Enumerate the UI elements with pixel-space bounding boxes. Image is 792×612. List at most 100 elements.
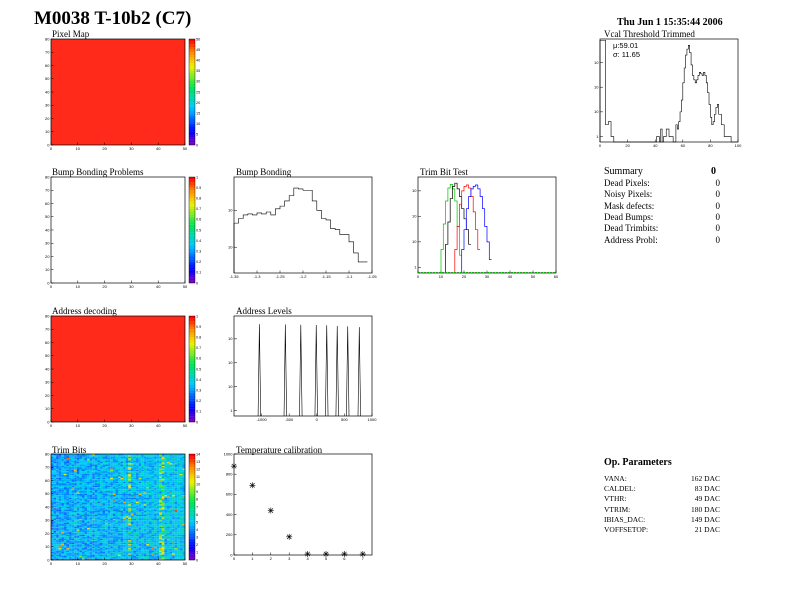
trim_bits-cell xyxy=(115,556,119,558)
trim_bits-cell xyxy=(146,517,149,519)
trim_bits-cell xyxy=(76,481,80,484)
trim_bits-cell xyxy=(148,548,152,550)
trim_bits-cell xyxy=(130,504,134,506)
trim_bits-cell xyxy=(76,510,80,513)
trim_bits-cell xyxy=(107,457,111,460)
trim_bits-cell xyxy=(51,455,54,457)
trim_bits-cell xyxy=(166,477,170,480)
trim_bits-cell xyxy=(174,465,178,468)
trim_bits-cell xyxy=(123,467,126,469)
trim_bits-cell xyxy=(71,456,75,459)
trim_bits-cell xyxy=(66,500,70,502)
trim_bits-cell xyxy=(102,456,106,459)
pixel_map-colorbar-seg xyxy=(189,99,195,103)
trim_bits-cell xyxy=(161,455,165,457)
trim_bits-cell xyxy=(148,476,152,478)
trim_bits-cell xyxy=(123,558,126,561)
trim_bits-cell xyxy=(141,492,144,494)
trim_bits-cell xyxy=(136,464,139,466)
trim_bits-cell xyxy=(61,496,64,498)
trim_bits-cell xyxy=(51,532,54,534)
trim_bits-cell xyxy=(115,537,119,539)
op-param-row: VTRIM: 180 DAC xyxy=(604,505,720,515)
trim_bits-cell xyxy=(74,520,77,522)
trim_bits-cell xyxy=(76,529,80,531)
trim_bits-cell xyxy=(94,512,98,514)
trim_bits-cell xyxy=(148,521,152,523)
trim_bits-cell xyxy=(84,544,88,546)
trim_bits-cell xyxy=(146,537,149,539)
trim_bits-cell xyxy=(110,465,113,468)
trim_bits-cell xyxy=(123,460,126,462)
trim_bits-cell xyxy=(156,549,160,551)
trim_bits-cell xyxy=(107,530,111,533)
trim_bits-cell xyxy=(164,465,168,468)
trim_bits-cell xyxy=(107,500,111,502)
trim_bits-cell xyxy=(58,545,62,547)
trim_bits-cell xyxy=(136,485,139,488)
address_decoding-colorbar-label: 1 xyxy=(196,314,198,318)
trim_bits-cell xyxy=(112,497,116,500)
trim_bits-cell xyxy=(105,500,108,502)
trim_bits-cell xyxy=(79,529,82,531)
trim_bits-cell xyxy=(63,495,67,497)
trim_bits-cell xyxy=(174,541,178,543)
pixel_map-colorbar-seg xyxy=(189,81,195,85)
trim_bits-cell xyxy=(94,457,98,460)
trim_bits-cell xyxy=(143,473,147,476)
trim_bits-cell xyxy=(154,520,157,522)
trim_bits-cell xyxy=(56,500,59,502)
trim_bits-cell xyxy=(107,465,111,468)
trim_bits-cell xyxy=(182,469,186,472)
trim_bits-cell xyxy=(79,554,82,557)
trim_bits-cell xyxy=(146,510,149,513)
trim_bits-cell xyxy=(179,476,183,478)
trim_bits-cell xyxy=(89,520,93,522)
trim_bits-cell xyxy=(166,550,170,553)
trim_bits-cell xyxy=(61,456,64,459)
trim_bits-cell xyxy=(118,491,121,493)
trim_bits-cell xyxy=(63,472,67,474)
trim_bits-cell xyxy=(154,508,157,510)
trim_bits-cell xyxy=(58,492,62,494)
trim_bits-cell xyxy=(69,550,72,553)
trim_bits-cell xyxy=(97,520,101,522)
trim_bits-cell xyxy=(151,516,155,518)
trim_bits-cell xyxy=(123,552,126,554)
trim_bits-cell xyxy=(156,472,160,474)
trim_bits-cell xyxy=(128,455,131,457)
trim_bits-cell xyxy=(51,542,54,545)
trim_bits-cell xyxy=(102,495,106,497)
trim_bits-cell xyxy=(120,492,124,494)
trim_bits-cell xyxy=(58,489,62,492)
trim_bits-cell xyxy=(99,483,103,485)
trim_bits-cell xyxy=(105,526,108,529)
trim_bits-cell xyxy=(66,553,70,555)
trim_bits-cell xyxy=(130,491,134,493)
trim_bits-cell xyxy=(102,556,106,558)
trim_bits-cell xyxy=(76,545,80,547)
trim_bits-cell xyxy=(133,457,137,460)
trim_bits-cell xyxy=(138,481,142,484)
trim_bits-cell xyxy=(53,455,57,457)
trim_bits-cell xyxy=(58,532,62,534)
trim_bits-cell xyxy=(141,504,144,506)
trim_bits-cell xyxy=(61,553,64,555)
trim_bits-cell xyxy=(107,557,111,559)
trim_bits-cell xyxy=(148,534,152,537)
trim_bits-cell xyxy=(130,507,134,509)
trim_bits-cell xyxy=(51,471,54,473)
trim_bits-cell xyxy=(177,454,180,456)
trim_bits-cell xyxy=(71,524,75,526)
trim_bits-cell xyxy=(151,480,155,482)
trim_bits-cell xyxy=(143,525,147,527)
trim_bits-cell xyxy=(115,491,119,493)
trim_bits-cell xyxy=(99,540,103,542)
trim_bits-cell xyxy=(84,520,88,522)
trim_bits-cell xyxy=(166,526,170,529)
trim_bits-cell xyxy=(174,524,178,526)
trim_bits-cell xyxy=(179,513,183,515)
trim_bits-cell xyxy=(87,503,90,505)
trim_bits-cell xyxy=(69,491,72,493)
trim_bits-cell xyxy=(87,495,90,497)
